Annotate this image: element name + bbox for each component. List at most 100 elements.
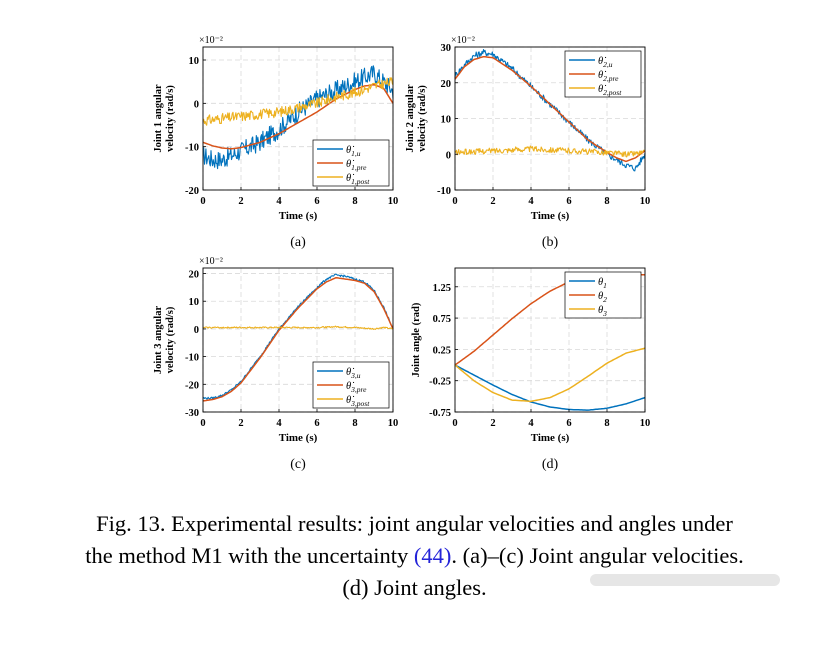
series-line-post [202,77,394,126]
x-tick-label: 6 [566,196,571,207]
watermark-smudge [590,574,780,586]
axes-box [454,267,646,413]
legend-entry: θ3 [598,305,607,318]
panel-label: (b) [542,235,559,250]
y-tick-label: 0 [194,99,199,110]
x-tick-label: 0 [200,196,205,207]
series-line-pre [202,276,394,402]
legend-box [312,361,390,409]
x-tick-label: 8 [604,196,609,207]
x-tick-label: 10 [640,418,651,429]
caption-line-2: the method M1 with the uncertainty (44).… [20,540,809,572]
x-tick-label: 10 [388,418,399,429]
y-tick-label: -20 [185,380,199,391]
legend-entry: θ̇3,u [346,367,361,380]
axis-exponent: ×10⁻² [199,256,223,267]
y-axis-label: Joint 3 angular [153,306,164,375]
y-tick-label: -10 [437,186,451,197]
chart-panel-a: 0 2 4 6 8 10 -20 -10 0 10 ×10⁻² Time (s) Joint 1 ang… [153,35,398,250]
x-tick-label: 8 [604,418,609,429]
x-tick-label: 2 [238,418,243,429]
figure-caption: Fig. 13. Experimental results: joint ang… [20,508,809,604]
x-tick-label: 0 [200,418,205,429]
series-line-pre [454,55,646,163]
series-line-u [202,273,394,400]
series-line-post [202,325,394,330]
x-tick-label: 0 [452,418,457,429]
caption-line-2-b: . (a)–(c) Joint angular velocities. [451,543,744,568]
panel-label: (a) [290,235,306,250]
axis-exponent: ×10⁻² [199,35,223,46]
series-line-u [202,65,394,170]
legend-entry: θ̇3,post [346,395,370,408]
legend-entry: θ̇2,pre [598,70,619,83]
x-tick-label: 6 [314,196,319,207]
panel-label: (d) [542,457,559,472]
axes-box [202,267,394,413]
x-tick-label: 10 [388,196,399,207]
x-axis-label: Time (s) [279,210,318,222]
caption-line-1: Fig. 13. Experimental results: joint ang… [96,511,733,536]
legend-entry: θ̇2,u [598,56,613,69]
caption-line-3: (d) Joint angles. [342,575,487,600]
y-tick-label: 0 [194,325,199,336]
x-tick-label: 10 [640,196,651,207]
y-axis-label: Joint 2 angular [405,84,416,153]
x-axis-label: Time (s) [531,210,570,222]
x-tick-label: 4 [276,418,282,429]
legend-entry: θ1 [598,277,607,290]
x-tick-label: 0 [452,196,457,207]
x-tick-label: 6 [314,418,319,429]
legend-entry: θ̇1,pre [346,159,367,172]
x-tick-label: 8 [352,418,357,429]
chart-panel-d: 0 2 4 6 8 10 -0.75 -0.25 0.25 0.75 1.25 Time (s) Joi… [411,267,651,472]
y-tick-label: -0.75 [429,408,451,419]
y-axis-label: Joint angle (rad) [411,302,422,377]
y-tick-label: 10 [189,297,200,308]
y-tick-label: 10 [441,115,452,126]
y-tick-label: 20 [441,79,452,90]
x-axis-label: Time (s) [279,432,318,444]
y-tick-label: 0.75 [433,314,451,325]
legend-entry: θ̇1,post [346,173,370,186]
y-tick-label: -20 [185,186,199,197]
chart-panel-c: 0 2 4 6 8 10 -30 -20 -10 0 10 20 ×10⁻² Time (s) Joint … [153,256,398,472]
legend-entry: θ̇1,u [346,145,361,158]
y-tick-label: -30 [185,408,199,419]
legend-entry: θ̇2,post [598,84,622,97]
y-tick-label: -10 [185,143,199,154]
legend-entry: θ̇3,pre [346,381,367,394]
x-tick-label: 8 [352,196,357,207]
x-tick-label: 6 [566,418,571,429]
series-line-theta3 [454,347,646,403]
x-tick-label: 2 [490,418,495,429]
x-tick-label: 4 [276,196,282,207]
y-axis-label: Joint 1 angular [153,84,164,153]
y-tick-label: -0.25 [429,377,451,388]
legend-entry: θ2 [598,291,607,304]
y-tick-label: 1.25 [433,283,451,294]
y-tick-label: 30 [441,43,452,54]
x-tick-label: 4 [528,196,534,207]
y-axis-label: velocity (rad/s) [417,85,428,152]
caption-line-2-a: the method M1 with the uncertainty [85,543,414,568]
y-tick-label: 10 [189,56,200,67]
equation-reference-link[interactable]: (44) [413,543,452,568]
series-line-post [454,145,646,158]
y-tick-label: 0 [446,150,451,161]
y-tick-label: -10 [185,353,199,364]
y-tick-label: 0.25 [433,345,451,356]
y-axis-label: velocity (rad/s) [165,306,176,373]
x-tick-label: 4 [528,418,534,429]
y-axis-label: velocity (rad/s) [165,85,176,152]
axis-exponent: ×10⁻² [451,35,475,46]
series-line-theta1 [454,364,646,411]
y-tick-label: 20 [189,270,200,281]
x-tick-label: 2 [490,196,495,207]
